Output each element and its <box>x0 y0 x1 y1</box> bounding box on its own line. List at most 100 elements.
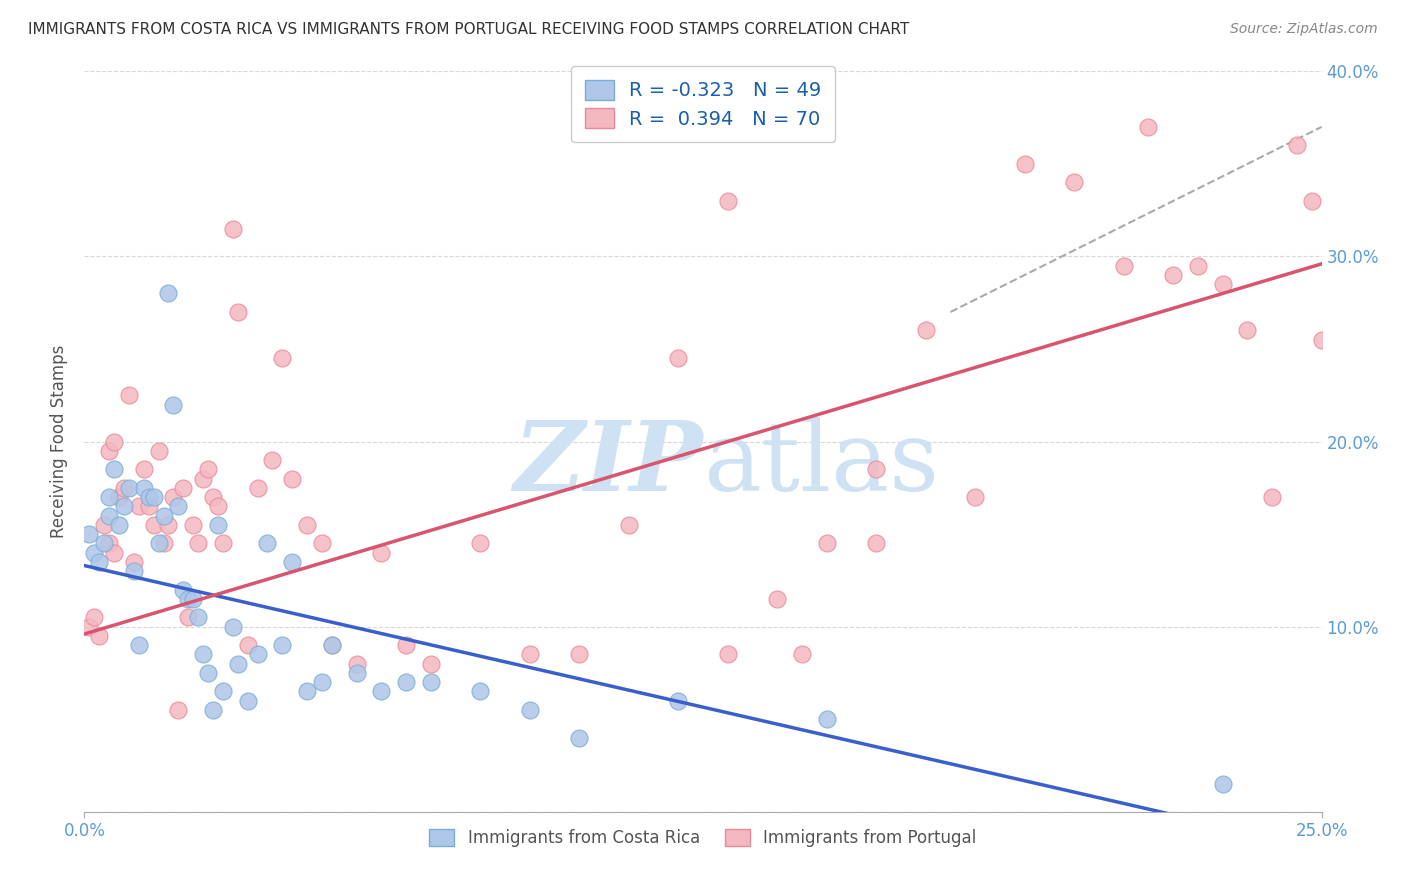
Point <box>815 536 838 550</box>
Point <box>162 490 184 504</box>
Point <box>346 657 368 671</box>
Point <box>256 536 278 550</box>
Point <box>187 536 209 550</box>
Point <box>1236 324 1258 338</box>
Point <box>118 481 141 495</box>
Point <box>98 508 121 523</box>
Point <box>717 194 740 208</box>
Point <box>470 536 492 550</box>
Point <box>98 490 121 504</box>
Point <box>132 481 155 495</box>
Point <box>246 648 269 662</box>
Point <box>138 490 160 504</box>
Point <box>152 508 174 523</box>
Point <box>321 638 343 652</box>
Point <box>1310 333 1333 347</box>
Point <box>1137 120 1160 134</box>
Point <box>181 517 204 532</box>
Point <box>83 610 105 624</box>
Point <box>197 665 219 680</box>
Point <box>226 305 249 319</box>
Point <box>212 536 235 550</box>
Y-axis label: Receiving Food Stamps: Receiving Food Stamps <box>51 345 69 538</box>
Legend: Immigrants from Costa Rica, Immigrants from Portugal: Immigrants from Costa Rica, Immigrants f… <box>420 821 986 855</box>
Point <box>1301 194 1323 208</box>
Point <box>162 398 184 412</box>
Point <box>132 462 155 476</box>
Point <box>666 351 689 366</box>
Point <box>112 500 135 514</box>
Point <box>271 351 294 366</box>
Point <box>79 527 101 541</box>
Point <box>1161 268 1184 282</box>
Point <box>148 443 170 458</box>
Point <box>108 490 131 504</box>
Point <box>103 462 125 476</box>
Point <box>1187 259 1209 273</box>
Point <box>118 388 141 402</box>
Point <box>122 555 145 569</box>
Point <box>152 536 174 550</box>
Point <box>790 648 813 662</box>
Point <box>865 462 887 476</box>
Point <box>246 481 269 495</box>
Point <box>395 675 418 690</box>
Point <box>207 517 229 532</box>
Point <box>197 462 219 476</box>
Point <box>89 629 111 643</box>
Point <box>181 591 204 606</box>
Point <box>519 648 541 662</box>
Point <box>370 545 392 560</box>
Point <box>108 517 131 532</box>
Point <box>236 694 259 708</box>
Point <box>157 517 180 532</box>
Point <box>79 619 101 633</box>
Point <box>157 286 180 301</box>
Point <box>321 638 343 652</box>
Point <box>222 619 245 633</box>
Point <box>568 648 591 662</box>
Point <box>865 536 887 550</box>
Point <box>103 434 125 449</box>
Point <box>212 684 235 698</box>
Point <box>167 500 190 514</box>
Point <box>1112 259 1135 273</box>
Point <box>172 481 194 495</box>
Point <box>419 657 441 671</box>
Point <box>177 610 200 624</box>
Point <box>395 638 418 652</box>
Point <box>93 536 115 550</box>
Point <box>1212 777 1234 791</box>
Point <box>202 490 225 504</box>
Point <box>295 517 318 532</box>
Point <box>172 582 194 597</box>
Text: atlas: atlas <box>703 417 939 511</box>
Point <box>177 591 200 606</box>
Point <box>519 703 541 717</box>
Point <box>346 665 368 680</box>
Point <box>202 703 225 717</box>
Point <box>281 555 304 569</box>
Point <box>128 500 150 514</box>
Point <box>914 324 936 338</box>
Point <box>1212 277 1234 292</box>
Text: IMMIGRANTS FROM COSTA RICA VS IMMIGRANTS FROM PORTUGAL RECEIVING FOOD STAMPS COR: IMMIGRANTS FROM COSTA RICA VS IMMIGRANTS… <box>28 22 910 37</box>
Text: ZIP: ZIP <box>513 417 703 511</box>
Point <box>617 517 640 532</box>
Point <box>226 657 249 671</box>
Point <box>167 703 190 717</box>
Point <box>965 490 987 504</box>
Point <box>1014 157 1036 171</box>
Point <box>222 221 245 235</box>
Point <box>1063 175 1085 190</box>
Point <box>98 536 121 550</box>
Point <box>717 648 740 662</box>
Point <box>148 536 170 550</box>
Point <box>766 591 789 606</box>
Point <box>311 536 333 550</box>
Point <box>191 472 214 486</box>
Point <box>568 731 591 745</box>
Point <box>666 694 689 708</box>
Point <box>370 684 392 698</box>
Point <box>1285 138 1308 153</box>
